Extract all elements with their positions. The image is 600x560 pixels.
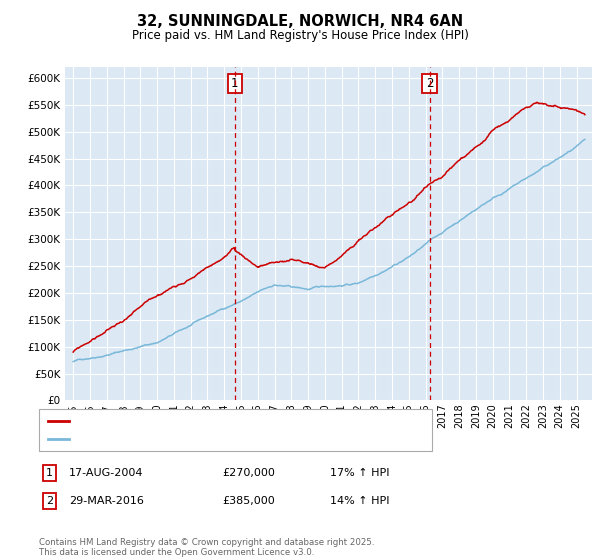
- Text: 29-MAR-2016: 29-MAR-2016: [69, 496, 144, 506]
- Text: 2: 2: [46, 496, 53, 506]
- Text: £270,000: £270,000: [222, 468, 275, 478]
- Text: 17-AUG-2004: 17-AUG-2004: [69, 468, 143, 478]
- Text: 14% ↑ HPI: 14% ↑ HPI: [330, 496, 389, 506]
- Text: Price paid vs. HM Land Registry's House Price Index (HPI): Price paid vs. HM Land Registry's House …: [131, 29, 469, 42]
- Text: 2: 2: [426, 77, 433, 90]
- Text: 1: 1: [46, 468, 53, 478]
- Text: Contains HM Land Registry data © Crown copyright and database right 2025.
This d: Contains HM Land Registry data © Crown c…: [39, 538, 374, 557]
- Text: 17% ↑ HPI: 17% ↑ HPI: [330, 468, 389, 478]
- Text: £385,000: £385,000: [222, 496, 275, 506]
- Text: 32, SUNNINGDALE, NORWICH, NR4 6AN: 32, SUNNINGDALE, NORWICH, NR4 6AN: [137, 14, 463, 29]
- Text: 1: 1: [231, 77, 239, 90]
- Text: HPI: Average price, detached house, Norwich: HPI: Average price, detached house, Norw…: [74, 434, 309, 444]
- Text: 32, SUNNINGDALE, NORWICH, NR4 6AN (detached house): 32, SUNNINGDALE, NORWICH, NR4 6AN (detac…: [74, 416, 375, 426]
